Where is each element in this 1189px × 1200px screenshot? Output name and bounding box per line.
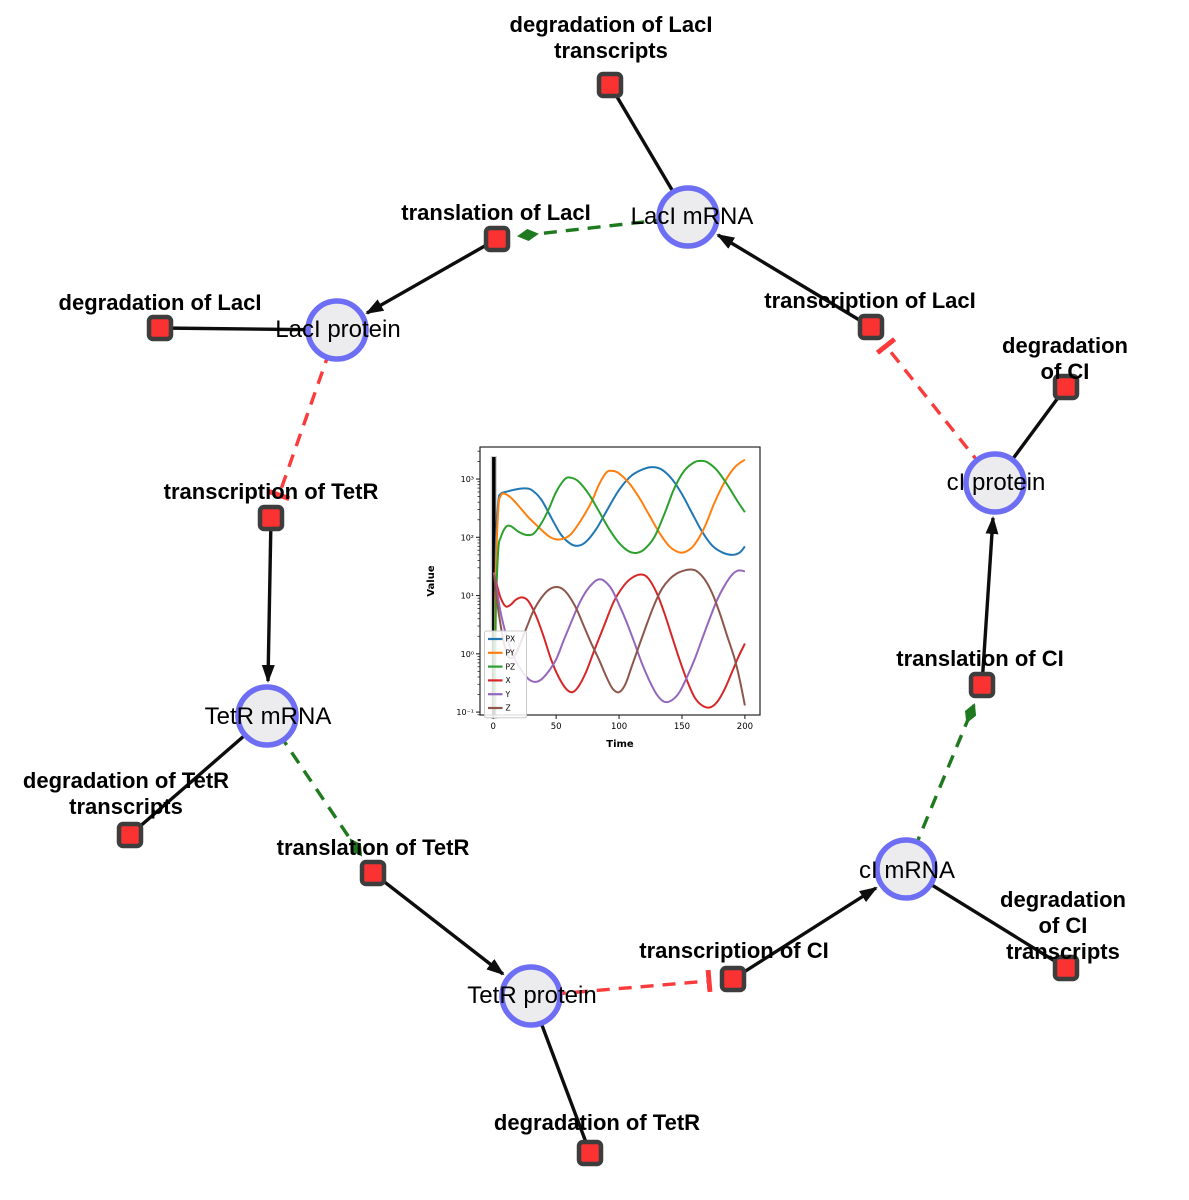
reaction-node-transcription-tetr bbox=[257, 504, 285, 532]
reaction-label-degradation-laci: degradation of LacI bbox=[58, 290, 262, 316]
x-tick-label: 150 bbox=[674, 722, 690, 732]
reaction-nodes bbox=[116, 71, 1080, 1167]
edge-transcription-tetr-to-tetr-mrna bbox=[261, 517, 275, 683]
legend-label-PX: PX bbox=[506, 635, 516, 644]
species-label-laci-mrna: LacI mRNA bbox=[630, 202, 754, 230]
reaction-node-translation-laci bbox=[483, 225, 511, 253]
reaction-label-degradation-ci-transcripts: degradation of CI transcripts bbox=[1000, 887, 1126, 964]
series-line-Z bbox=[492, 568, 746, 706]
species-node-laci-mrna bbox=[656, 185, 720, 249]
x-axis-title: Time bbox=[606, 739, 634, 750]
species-node-ci-protein bbox=[963, 451, 1027, 515]
edge-transcription-ci-to-ci-mrna bbox=[732, 886, 878, 981]
x-tick-label: 200 bbox=[737, 722, 753, 732]
reaction-node-degradation-tetr bbox=[576, 1139, 604, 1167]
reaction-label-transcription-tetr: transcription of TetR bbox=[163, 479, 379, 505]
x-tick-label: 0 bbox=[491, 722, 496, 732]
species-node-ci-mrna bbox=[874, 837, 938, 901]
species-label-tetr-protein: TetR protein bbox=[467, 981, 597, 1009]
y-tick-label: 10³ bbox=[461, 475, 474, 484]
reaction-node-degradation-tetr-transcripts bbox=[116, 821, 144, 849]
reaction-node-degradation-laci bbox=[146, 314, 174, 342]
species-label-ci-protein: cI protein bbox=[946, 468, 1046, 496]
edge-transcription-laci-to-laci-mrna bbox=[716, 233, 872, 329]
reaction-label-translation-laci: translation of LacI bbox=[401, 200, 591, 226]
legend-label-Y: Y bbox=[505, 690, 511, 699]
reaction-node-degradation-ci bbox=[1052, 373, 1080, 401]
x-tick-label: 100 bbox=[611, 722, 627, 732]
y-tick-label: 10⁰ bbox=[461, 650, 474, 659]
reaction-node-degradation-laci-transcripts bbox=[596, 71, 624, 99]
species-node-tetr-protein bbox=[499, 964, 563, 1028]
x-tick-label: 50 bbox=[551, 722, 562, 732]
legend-label-X: X bbox=[506, 676, 511, 685]
reaction-node-transcription-ci bbox=[719, 965, 747, 993]
series-line-PZ bbox=[493, 459, 746, 708]
edge-translation-laci-to-laci-protein bbox=[365, 237, 498, 315]
reaction-label-translation-ci: translation of CI bbox=[896, 646, 1064, 672]
species-node-laci-protein bbox=[305, 298, 369, 362]
y-axis-title: Value bbox=[426, 565, 437, 596]
reaction-node-transcription-laci bbox=[857, 313, 885, 341]
series-line-X bbox=[492, 572, 746, 709]
species-node-tetr-mrna bbox=[235, 684, 299, 748]
axes-frame bbox=[479, 446, 761, 716]
y-tick-label: 10¹ bbox=[461, 592, 474, 601]
legend-label-Z: Z bbox=[506, 704, 511, 713]
reaction-label-translation-tetr: translation of TetR bbox=[276, 835, 470, 861]
edge-translation-ci-to-ci-protein bbox=[980, 516, 999, 686]
series-line-PX bbox=[493, 466, 746, 708]
timecourse-chart: 0 50 100 150 200 10⁻¹ 10⁰ 10¹ 10² 10³ Time Value PX P… bbox=[426, 446, 761, 750]
y-tick-label: 10² bbox=[461, 533, 474, 542]
reaction-label-degradation-ci: degradation of CI bbox=[1002, 333, 1128, 384]
species-label-laci-protein: LacI protein bbox=[275, 315, 401, 343]
reaction-node-degradation-ci-transcripts bbox=[1052, 954, 1080, 982]
reaction-node-translation-ci bbox=[968, 671, 996, 699]
edge-translation-tetr-to-tetr-protein bbox=[371, 871, 505, 976]
reaction-node-translation-tetr bbox=[359, 859, 387, 887]
production-edges bbox=[261, 233, 999, 981]
series-line-Y bbox=[492, 569, 746, 704]
reaction-label-transcription-ci: transcription of CI bbox=[639, 938, 829, 964]
y-tick-label: 10⁻¹ bbox=[456, 708, 474, 717]
reaction-label-transcription-laci: transcription of LacI bbox=[764, 288, 976, 314]
timecourse-plot: 0 50 100 150 200 10⁻¹ 10⁰ 10¹ 10² 10³ Time Value PX P… bbox=[420, 435, 780, 765]
legend-label-PY: PY bbox=[506, 649, 515, 658]
species-label-tetr-mrna: TetR mRNA bbox=[204, 702, 332, 730]
reaction-label-degradation-tetr: degradation of TetR bbox=[493, 1110, 701, 1136]
species-nodes bbox=[235, 185, 1027, 1028]
reaction-label-degradation-tetr-transcripts: degradation of TetR transcripts bbox=[22, 768, 230, 819]
series-line-PY bbox=[493, 458, 746, 708]
reaction-label-degradation-laci-transcripts: degradation of LacI transcripts bbox=[509, 12, 713, 63]
species-label-ci-mrna: cI mRNA bbox=[859, 856, 955, 884]
legend-label-PZ: PZ bbox=[506, 662, 516, 671]
